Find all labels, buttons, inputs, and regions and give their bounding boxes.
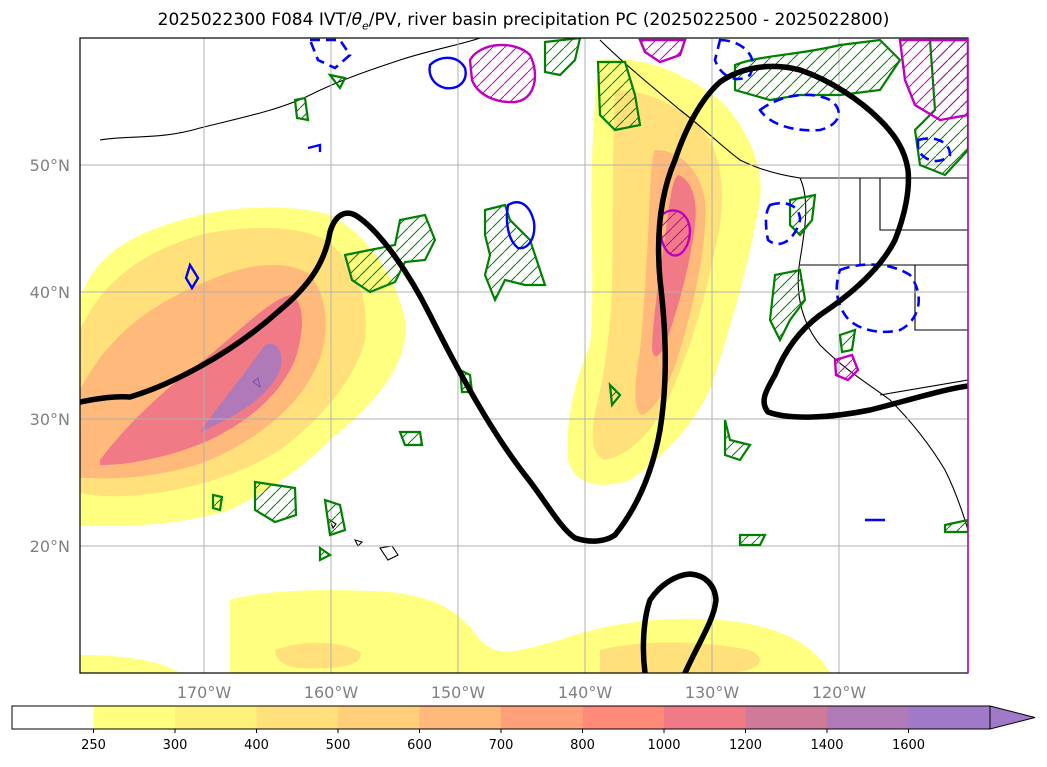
blue-dashed-3 (764, 201, 802, 246)
lon-label-170w: 170°W (177, 683, 232, 702)
green-contour-18 (838, 328, 857, 354)
green-contour-21 (323, 498, 347, 537)
blue-solid-2 (505, 201, 536, 250)
colorbar-segment (745, 706, 828, 729)
green-contour-3 (596, 60, 642, 132)
blue-dashed-6 (916, 137, 952, 163)
hawaii-island-3 (379, 545, 399, 561)
lat-label-50: 50°N (30, 156, 70, 175)
blue-dashed-5 (308, 38, 352, 70)
lon-label-160w: 160°W (304, 683, 359, 702)
ivt-western-ar-level-4 (100, 295, 302, 465)
colorbar-label: 600 (407, 738, 432, 753)
state-boundary-4 (879, 178, 968, 231)
precip-contours-blue-dashed (308, 38, 952, 334)
longitude-labels: 170°W 160°W 150°W 140°W 130°W 120°W (177, 683, 867, 702)
ivt-western-ar-level-5 (200, 343, 282, 432)
lat-label-20: 20°N (30, 537, 70, 556)
green-contour-7 (768, 268, 807, 343)
coastlines (99, 38, 968, 561)
colorbar-segment (12, 706, 94, 729)
colorbar-segment (93, 706, 176, 729)
hawaii-island-2 (353, 539, 364, 547)
plot-title: 2025022300 F084 IVT/θe/PV, river basin p… (157, 10, 890, 33)
colorbar-segment (175, 706, 257, 729)
magenta-contour-5 (638, 38, 687, 64)
colorbar-label: 250 (81, 738, 106, 753)
green-contour-19 (293, 96, 310, 122)
green-contour-15 (318, 545, 333, 562)
colorbar: 250 300 400 500 600 700 800 1000 1200 1400 1600 (11, 705, 1036, 753)
precip-contours-blue-solid (184, 56, 885, 522)
blue-dashed-4 (713, 38, 754, 81)
us-mexico-border (879, 379, 968, 396)
ivt-southern-band-level-3 (600, 642, 760, 673)
green-contour-10 (723, 419, 752, 462)
colorbar-label: 800 (570, 738, 595, 753)
pv-contour-south (640, 571, 719, 673)
colorbar-label: 1200 (729, 738, 762, 753)
green-contour-5 (253, 480, 298, 524)
precip-contours-magenta (468, 38, 968, 382)
magenta-contour-4 (833, 353, 860, 382)
magenta-contour-3 (898, 38, 968, 122)
gridlines (80, 38, 968, 673)
colorbar-label: 700 (489, 738, 514, 753)
colorbar-label: 1400 (810, 738, 843, 753)
lon-label-130w: 130°W (685, 683, 740, 702)
green-contour-16 (738, 533, 767, 547)
lat-label-30: 30°N (30, 410, 70, 429)
blue-dashed-2 (758, 93, 840, 132)
colorbar-segment (419, 706, 502, 729)
green-contour-20 (327, 73, 347, 91)
colorbar-label: 500 (326, 738, 351, 753)
colorbar-segment (501, 706, 583, 729)
colorbar-segment (338, 706, 420, 729)
latitude-labels: 50°N 40°N 30°N 20°N (30, 156, 70, 556)
pv-contour (80, 63, 968, 673)
colorbar-segment (827, 706, 909, 729)
lat-label-40: 40°N (30, 283, 70, 302)
green-contour-13 (608, 382, 622, 408)
magenta-contour-1 (468, 43, 537, 104)
green-contour-17 (943, 518, 968, 534)
colorbar-label: 1600 (892, 738, 925, 753)
green-contour-2 (483, 203, 547, 303)
blue-solid-5 (307, 143, 322, 152)
green-contour-11 (398, 430, 424, 447)
ivt-southern-band-level-4 (80, 655, 180, 673)
green-contour-6 (788, 193, 817, 237)
colorbar-segment (664, 706, 746, 729)
alaska-coast (99, 38, 481, 141)
blue-dashed-1 (835, 263, 920, 334)
lon-label-140w: 140°W (558, 683, 613, 702)
green-contour-8 (733, 38, 902, 102)
blue-solid-3 (184, 262, 200, 291)
colorbar-segment (908, 706, 991, 729)
green-contour-14 (211, 493, 224, 512)
lon-label-150w: 150°W (431, 683, 486, 702)
colorbar-extend-arrow (989, 705, 1036, 730)
colorbar-label: 300 (163, 738, 188, 753)
map-plot-area (80, 38, 968, 673)
colorbar-segment (256, 706, 339, 729)
magenta-contour-2 (659, 209, 692, 257)
pv-contour-main (80, 63, 968, 544)
colorbar-segment (582, 706, 665, 729)
ivt-southern-band-level-2 (275, 642, 361, 669)
colorbar-label: 1000 (647, 738, 680, 753)
ivt-southern-band (80, 590, 830, 673)
blue-solid-1 (428, 56, 467, 90)
bc-coast (599, 39, 801, 179)
green-contour-4 (543, 38, 582, 77)
lon-label-120w: 120°W (812, 683, 867, 702)
colorbar-label: 400 (244, 738, 269, 753)
ivt-western-ar-max-contour (252, 377, 261, 389)
